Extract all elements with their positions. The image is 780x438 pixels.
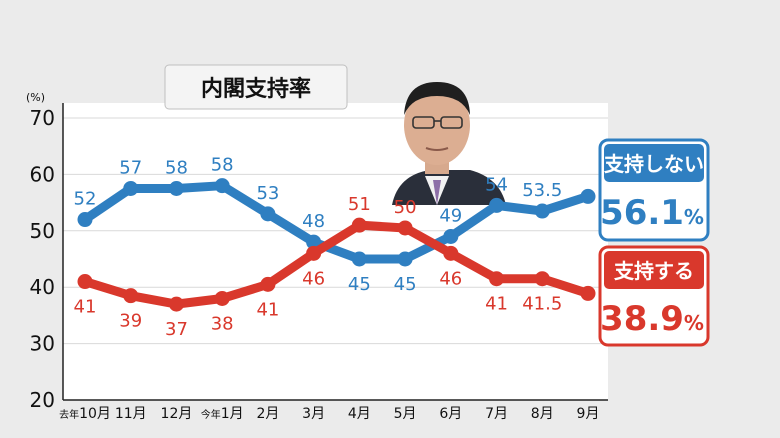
data-point-disapprove [397,251,413,267]
x-tick-label: 7月 [485,406,508,422]
politician-photo [392,82,506,205]
data-point-disapprove [260,206,276,222]
y-tick-label: 20 [30,388,55,412]
data-point-approve [397,220,413,236]
grid-lines [63,117,608,345]
data-label-approve: 41 [256,299,279,320]
x-tick-label: 3月 [302,406,325,422]
data-label-disapprove: 57 [119,158,142,179]
data-point-disapprove [351,251,367,267]
y-tick-label: 60 [30,162,55,186]
data-point-disapprove [77,212,93,228]
legend-approve-label: 支持する [614,259,694,283]
data-label-disapprove: 52 [74,189,97,210]
data-point-disapprove [580,188,596,204]
data-label-approve: 46 [439,268,462,289]
x-tick-labels: 去年10月 11月 12月 今年1月 2月 3月 4月 5月 6月 7月 8月 9月 [59,406,599,422]
y-tick-label: 70 [30,106,55,130]
legend-disapprove: 支持しない 56.1% [598,138,710,242]
data-label-approve: 39 [119,311,142,332]
data-point-approve [534,271,550,287]
data-point-disapprove [168,181,184,196]
x-tick-month: 11月 [115,406,147,422]
x-tick-prefix: 去年 [59,408,79,421]
y-tick-label: 40 [30,275,55,299]
data-label-disapprove: 58 [211,155,234,176]
series-line-disapprove [80,181,593,264]
x-tick-label: 今年1月 [201,406,244,422]
data-label-approve: 38 [211,313,234,334]
x-tick-month: 6月 [439,406,462,422]
chart-title: 内閣支持率 [201,76,311,102]
x-tick-month: 5月 [394,406,417,422]
series-line-approve [80,220,593,309]
x-tick-label: 8月 [531,406,554,422]
data-point-approve [214,290,230,306]
series-lines [77,178,596,312]
data-point-approve [77,274,93,290]
data-point-approve [580,285,596,301]
data-point-disapprove [443,228,459,244]
y-tick-labels: 20 30 40 50 60 70 [30,106,55,412]
x-tick-month: 9月 [577,406,600,422]
data-label-disapprove: 49 [439,205,462,226]
data-label-disapprove: 54 [485,174,508,195]
data-label-approve: 41 [74,297,97,318]
x-tick-month: 8月 [531,406,554,422]
x-tick-label: 2月 [256,406,279,422]
data-point-approve [443,245,459,261]
data-point-approve [351,217,367,233]
x-tick-label: 6月 [439,406,462,422]
data-point-approve [489,271,505,287]
data-label-disapprove: 53 [256,183,279,204]
x-tick-month: 4月 [348,406,371,422]
data-label-disapprove: 48 [302,211,325,232]
x-tick-label: 11月 [115,406,147,422]
legend-approve: 支持する 38.9% [598,245,710,347]
data-label-disapprove: 45 [348,274,371,295]
data-label-approve: 51 [348,194,371,215]
data-point-disapprove [489,197,505,213]
data-point-approve [168,296,184,312]
x-tick-label: 4月 [348,406,371,422]
axes [62,103,608,401]
y-tick-label: 30 [30,332,55,356]
x-tick-month: 7月 [485,406,508,422]
x-tick-label: 9月 [577,406,600,422]
data-point-disapprove [123,181,139,196]
data-label-approve: 50 [394,197,417,218]
x-tick-prefix: 今年 [201,408,221,421]
x-tick-label: 去年10月 [59,406,111,422]
data-label-approve: 46 [302,268,325,289]
data-label-disapprove: 53.5 [522,180,562,201]
data-point-disapprove [214,178,230,194]
x-tick-month: 3月 [302,406,325,422]
x-tick-label: 12月 [161,406,193,422]
legend-disapprove-value: 56.1% [600,193,704,233]
x-tick-month: 1月 [221,406,244,422]
data-label-approve: 41.5 [522,294,562,315]
data-point-approve [123,288,139,304]
data-labels: 52 57 58 58 53 48 45 45 49 54 53.5 41 39 37 38 41 46 51 50… [74,155,563,340]
data-point-approve [260,276,276,292]
x-tick-month: 2月 [256,406,279,422]
data-label-disapprove: 45 [394,274,417,295]
data-label-approve: 37 [165,319,188,340]
y-tick-label: 50 [30,219,55,243]
legend-approve-value: 38.9% [600,299,704,339]
data-point-disapprove [534,203,550,219]
y-unit-label: (%) [26,91,45,104]
title-box: 内閣支持率 [164,64,348,110]
legend-disapprove-label: 支持しない [604,152,704,176]
data-point-approve [306,245,322,261]
x-tick-month: 10月 [79,406,111,422]
x-tick-month: 12月 [161,406,193,422]
data-label-disapprove: 58 [165,158,188,179]
x-tick-label: 5月 [394,406,417,422]
data-label-approve: 41 [485,294,508,315]
